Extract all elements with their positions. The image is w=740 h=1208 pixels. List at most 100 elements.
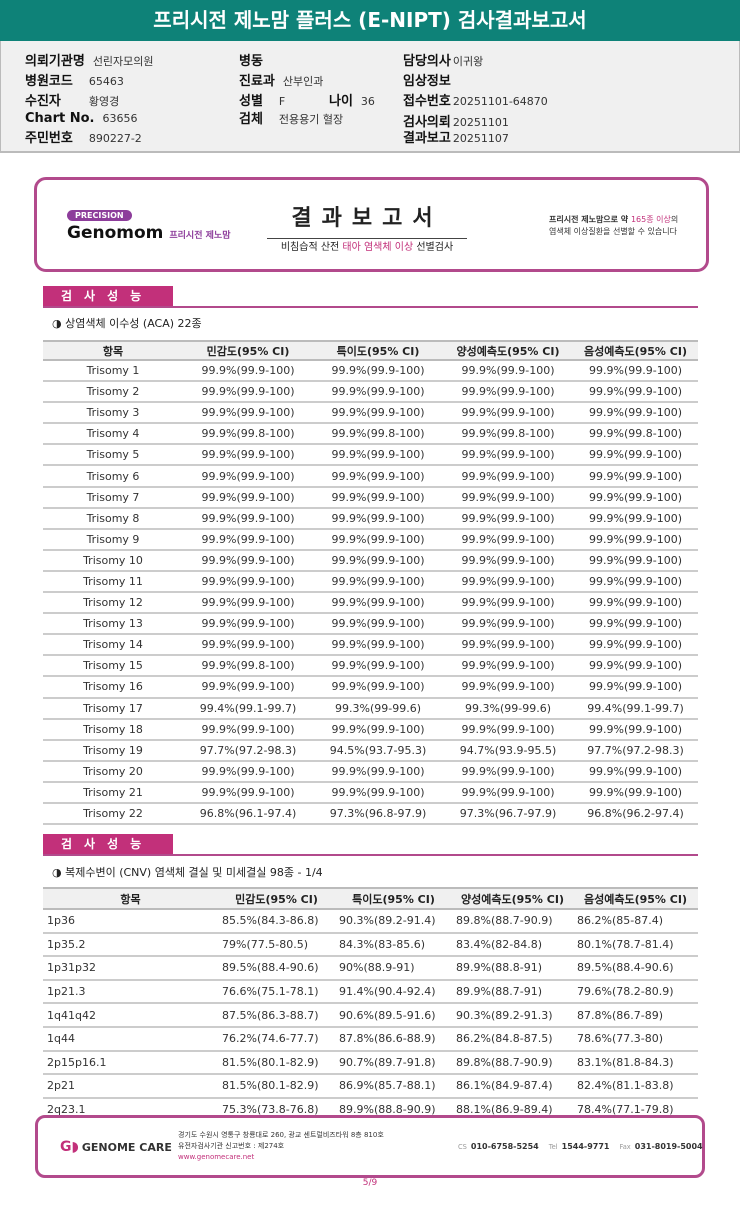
metric-cell: 99.9%(99.9-100) (573, 634, 698, 657)
column-header: 항목 (43, 340, 183, 361)
table-row: 1q41q42 87.5%(86.3-88.7) 90.6%(89.5-91.6) 9… (43, 1003, 698, 1028)
column-header: 특이도(95% CI) (313, 340, 443, 361)
metric-cell: 99.9%(99.9-100) (573, 360, 698, 383)
table-row: Trisomy 16 99.9%(99.9-100) 99.9%(99.9-100)… (43, 676, 698, 699)
metric-cell: 99.9%(99.9-100) (443, 613, 573, 636)
metric-cell: 99.9%(99.9-100) (573, 444, 698, 467)
item-cell: 2p15p16.1 (43, 1050, 218, 1076)
table-row: Trisomy 5 99.9%(99.9-100) 99.9%(99.9-100) 9… (43, 444, 698, 467)
table-row: Trisomy 20 99.9%(99.9-100) 99.9%(99.9-100)… (43, 760, 698, 783)
metric-cell: 99.9%(99.9-100) (183, 570, 313, 594)
metric-cell: 94.7%(93.9-95.5) (443, 739, 573, 762)
metric-cell: 99.3%(99-99.6) (443, 697, 573, 720)
metric-cell: 99.9%(99.8-100) (573, 423, 698, 446)
column-header: 양성예측도(95% CI) (443, 340, 573, 361)
hospital-code-field: 병원코드 65463 (25, 74, 124, 89)
specimen-field: 검체 전용용기 혈장 (239, 112, 344, 127)
item-cell: Trisomy 1 (43, 360, 183, 383)
metric-cell: 99.9%(99.9-100) (183, 528, 313, 551)
metric-cell: 99.9%(99.9-100) (573, 655, 698, 678)
table-row: Trisomy 8 99.9%(99.9-100) 99.9%(99.9-100) 9… (43, 507, 698, 530)
cnv-performance-table: 항목 민감도(95% CI) 특이도(95% CI) 양성예측도(95% CI) 음성예… (43, 887, 698, 1123)
metric-cell: 83.4%(82-84.8) (452, 932, 573, 958)
item-cell: 2p21 (43, 1074, 218, 1099)
metric-cell: 99.9%(99.9-100) (443, 486, 573, 509)
report-title: 프리시전 제노맘 플러스 (E-NIPT) 검사결과보고서 (0, 0, 740, 41)
table-row: Trisomy 19 97.7%(97.2-98.3) 94.5%(93.7-95.… (43, 739, 698, 762)
metric-cell: 99.9%(99.9-100) (183, 549, 313, 572)
website-link[interactable]: www.genomecare.net (178, 1153, 255, 1161)
precision-badge: PRECISION (67, 210, 132, 221)
metric-cell: 99.9%(99.9-100) (573, 465, 698, 488)
metric-cell: 99.9%(99.9-100) (443, 444, 573, 467)
metric-cell: 99.4%(99.1-99.7) (573, 697, 698, 720)
metric-cell: 99.9%(99.9-100) (443, 760, 573, 783)
metric-cell: 99.9%(99.9-100) (443, 549, 573, 572)
column-header: 민감도(95% CI) (218, 887, 335, 910)
metric-cell: 99.9%(99.9-100) (313, 570, 443, 594)
section-header-performance-2: 검사성능 (43, 834, 698, 856)
item-cell: Trisomy 15 (43, 655, 183, 678)
metric-cell: 99.9%(99.9-100) (313, 592, 443, 615)
report-banner: PRECISION Genomom 프리시전 제노맘 결과보고서 비침습적 산전 … (34, 177, 709, 272)
metric-cell: 99.9%(99.9-100) (573, 402, 698, 425)
metric-cell: 99.9%(99.9-100) (443, 592, 573, 615)
banner-description: 프리시전 제노맘으로 약 165종 이상의 염색체 이상질환을 선별할 수 있습니… (549, 215, 679, 236)
item-cell: Trisomy 16 (43, 676, 183, 699)
metric-cell: 99.9%(99.9-100) (313, 613, 443, 636)
metric-cell: 99.9%(99.9-100) (573, 781, 698, 804)
table-row: Trisomy 22 96.8%(96.1-97.4) 97.3%(96.8-97.… (43, 802, 698, 826)
clinical-info-field: 임상정보 (403, 74, 451, 89)
metric-cell: 99.4%(99.1-99.7) (183, 697, 313, 720)
item-cell: Trisomy 4 (43, 423, 183, 446)
metric-cell: 76.2%(74.6-77.7) (218, 1026, 335, 1052)
metric-cell: 89.8%(88.7-90.9) (452, 1050, 573, 1076)
column-header: 특이도(95% CI) (335, 887, 452, 910)
item-cell: 1q41q42 (43, 1003, 218, 1028)
metric-cell: 99.9%(99.9-100) (313, 634, 443, 657)
table-row: Trisomy 7 99.9%(99.9-100) 99.9%(99.9-100) 9… (43, 486, 698, 509)
metric-cell: 97.3%(96.7-97.9) (443, 802, 573, 826)
metric-cell: 99.9%(99.9-100) (183, 486, 313, 509)
metric-cell: 84.3%(83-85.6) (335, 932, 452, 958)
gc-logo-icon: G◗ (60, 1139, 79, 1155)
table-row: Trisomy 2 99.9%(99.9-100) 99.9%(99.9-100) 9… (43, 381, 698, 404)
item-cell: Trisomy 11 (43, 570, 183, 594)
table-row: Trisomy 17 99.4%(99.1-99.7) 99.3%(99-99.6)… (43, 697, 698, 720)
patient-name-field: 수진자 황영경 (25, 94, 120, 109)
metric-cell: 99.9%(99.9-100) (573, 549, 698, 572)
doctor-field: 담당의사 이귀왕 (403, 54, 484, 69)
item-cell: Trisomy 22 (43, 802, 183, 826)
ward-field: 병동 (239, 54, 263, 69)
item-cell: Trisomy 7 (43, 486, 183, 509)
item-cell: Trisomy 8 (43, 507, 183, 530)
item-cell: Trisomy 18 (43, 718, 183, 741)
metric-cell: 99.9%(99.9-100) (313, 360, 443, 383)
metric-cell: 99.9%(99.9-100) (573, 507, 698, 530)
metric-cell: 99.9%(99.9-100) (313, 781, 443, 804)
metric-cell: 99.9%(99.9-100) (573, 592, 698, 615)
metric-cell: 86.2%(84.8-87.5) (452, 1026, 573, 1052)
metric-cell: 99.9%(99.9-100) (573, 381, 698, 404)
item-cell: Trisomy 19 (43, 739, 183, 762)
table-row: 1p35.2 79%(77.5-80.5) 84.3%(83-85.6) 83.4%(… (43, 932, 698, 958)
company-address: 경기도 수원시 영통구 창룡대로 260, 광교 센트럴비즈타워 8층 810호… (178, 1131, 384, 1161)
metric-cell: 90.3%(89.2-91.4) (335, 909, 452, 934)
table-row: Trisomy 11 99.9%(99.9-100) 99.9%(99.9-100)… (43, 570, 698, 594)
metric-cell: 99.9%(99.9-100) (443, 528, 573, 551)
metric-cell: 99.9%(99.9-100) (313, 486, 443, 509)
table-row: Trisomy 9 99.9%(99.9-100) 99.9%(99.9-100) 9… (43, 528, 698, 551)
metric-cell: 99.9%(99.9-100) (313, 381, 443, 404)
metric-cell: 99.9%(99.9-100) (183, 676, 313, 699)
hospital-field: 의뢰기관명 선린자모의원 (25, 54, 154, 69)
metric-cell: 99.9%(99.9-100) (573, 718, 698, 741)
metric-cell: 87.8%(86.6-88.9) (335, 1026, 452, 1052)
metric-cell: 99.9%(99.9-100) (573, 570, 698, 594)
metric-cell: 99.9%(99.9-100) (573, 528, 698, 551)
column-header: 민감도(95% CI) (183, 340, 313, 361)
column-header: 양성예측도(95% CI) (452, 887, 573, 910)
item-cell: Trisomy 21 (43, 781, 183, 804)
metric-cell: 86.2%(85-87.4) (573, 909, 698, 934)
item-cell: 1p35.2 (43, 932, 218, 958)
metric-cell: 87.8%(86.7-89) (573, 1003, 698, 1028)
